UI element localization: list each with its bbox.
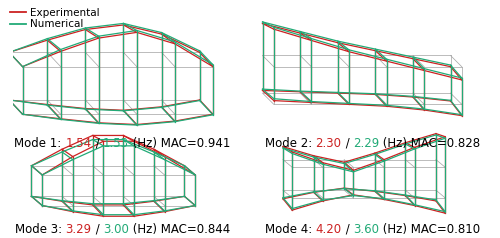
- Text: /: /: [342, 137, 353, 150]
- Text: (Hz) MAC=0.941: (Hz) MAC=0.941: [129, 137, 230, 150]
- Text: 3.29: 3.29: [66, 223, 92, 236]
- Text: 4.20: 4.20: [316, 223, 342, 236]
- Text: (Hz) MAC=0.844: (Hz) MAC=0.844: [129, 223, 230, 236]
- Text: Mode 1:: Mode 1:: [14, 137, 66, 150]
- Text: Mode 2:: Mode 2:: [264, 137, 316, 150]
- Text: /: /: [92, 223, 103, 236]
- Text: 2.30: 2.30: [316, 137, 342, 150]
- Text: /: /: [92, 137, 103, 150]
- Text: (Hz) MAC=0.828: (Hz) MAC=0.828: [380, 137, 480, 150]
- Text: 3.60: 3.60: [353, 223, 380, 236]
- Text: 3.00: 3.00: [103, 223, 129, 236]
- Text: /: /: [342, 223, 353, 236]
- Text: Mode 3:: Mode 3:: [14, 223, 66, 236]
- Text: 1.53: 1.53: [103, 137, 129, 150]
- Text: (Hz) MAC=0.810: (Hz) MAC=0.810: [380, 223, 480, 236]
- Legend: Experimental, Numerical: Experimental, Numerical: [10, 8, 100, 29]
- Text: 2.29: 2.29: [353, 137, 380, 150]
- Text: 1.54: 1.54: [66, 137, 92, 150]
- Text: Mode 4:: Mode 4:: [264, 223, 316, 236]
